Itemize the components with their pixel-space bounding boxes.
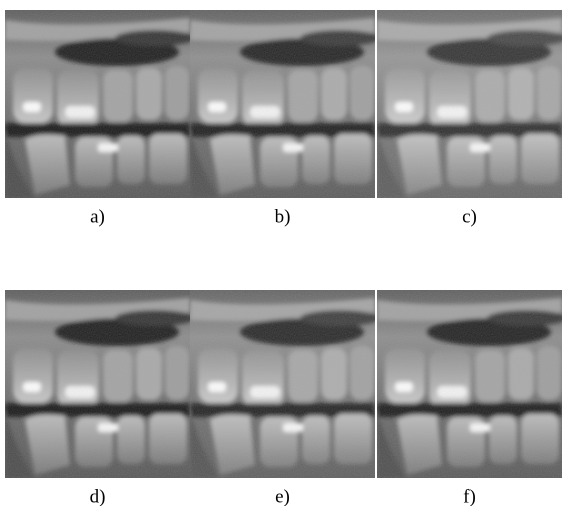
panel-grid: a) b) c) d) e) f) <box>5 10 563 506</box>
xray-image <box>5 290 195 478</box>
panel: c) <box>377 10 563 227</box>
xray-image <box>377 10 563 198</box>
panel: a) <box>5 10 195 227</box>
xray-image <box>190 290 380 478</box>
panel-label: f) <box>463 486 476 506</box>
panel-label: b) <box>275 206 291 227</box>
xray-image <box>377 290 563 478</box>
xray-image <box>190 10 380 198</box>
xray-image <box>5 10 195 198</box>
panel-label: e) <box>275 486 290 506</box>
panel: e) <box>190 290 380 506</box>
panel-label: a) <box>90 206 105 227</box>
panel: d) <box>5 290 195 506</box>
panel-label: d) <box>90 486 106 506</box>
panel: f) <box>377 290 563 506</box>
panel: b) <box>190 10 380 227</box>
panel-label: c) <box>462 206 477 227</box>
figure: a) b) c) d) e) f) <box>0 0 563 506</box>
